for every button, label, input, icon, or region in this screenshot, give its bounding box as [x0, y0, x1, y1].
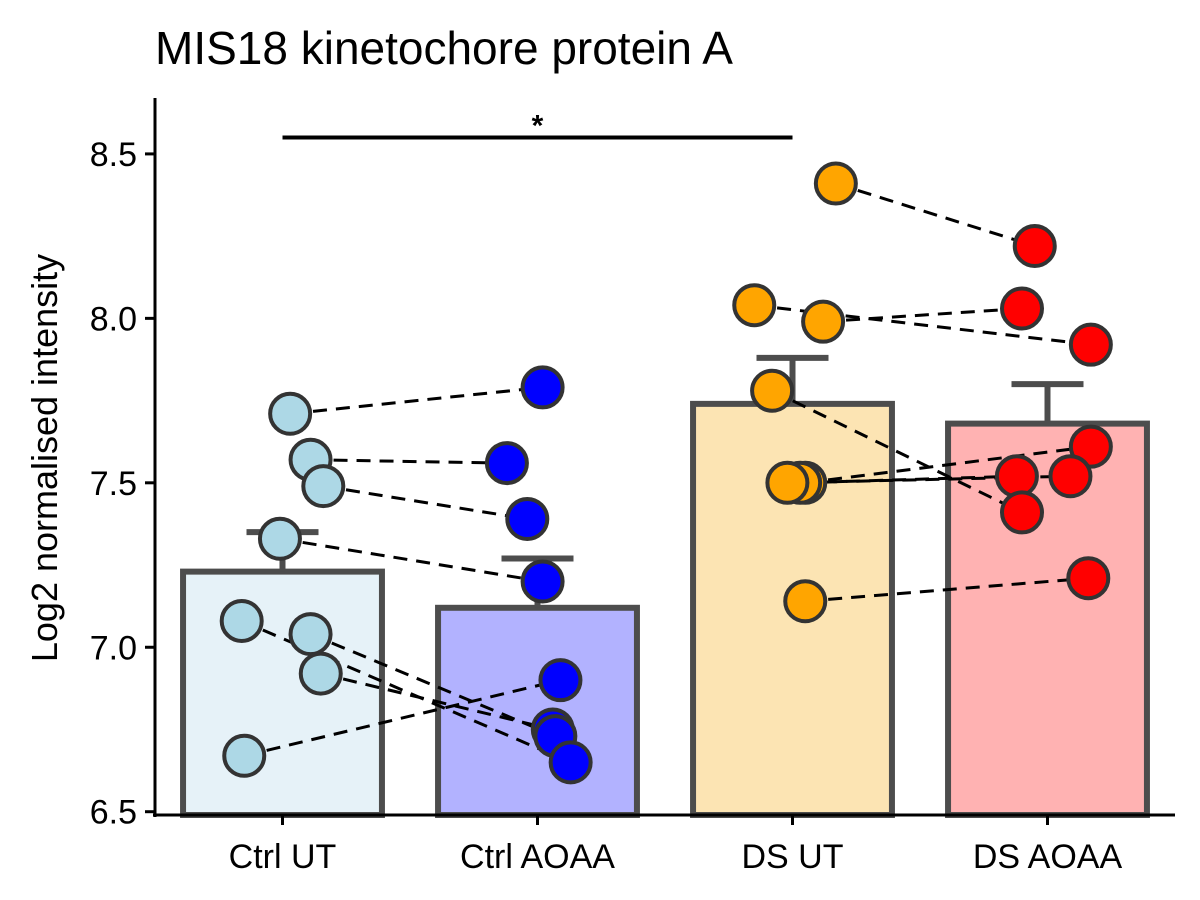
axes-layer: 6.5 7.0 7.5 8.0 8.5 Ctrl UT Ctrl AOAA DS UT DS A…	[90, 98, 1175, 876]
y-tick-label: 8.5	[90, 136, 137, 174]
y-tick-label: 6.5	[90, 794, 137, 832]
bar	[180, 568, 385, 818]
data-point	[750, 368, 795, 413]
data-point	[219, 598, 264, 643]
paired-line	[243, 678, 561, 758]
y-tick-label: 8.0	[90, 300, 137, 338]
data-point	[520, 365, 565, 410]
x-tick-label: Ctrl AOAA	[460, 838, 615, 876]
data-point	[538, 658, 583, 703]
y-axis-label: Log2 normalised intensity	[24, 254, 65, 662]
data-point	[222, 733, 267, 778]
data-point	[994, 454, 1039, 499]
data-point	[268, 391, 313, 436]
data-point	[257, 516, 302, 561]
data-point	[505, 496, 550, 541]
significance-label: *	[532, 109, 544, 142]
data-point	[288, 612, 333, 657]
points-layer	[219, 161, 1113, 785]
annotation-layer: *	[282, 109, 793, 142]
data-point	[1066, 556, 1111, 601]
data-point	[1048, 454, 1093, 499]
bar	[945, 420, 1150, 818]
data-point	[813, 161, 858, 206]
y-tick-label: 7.0	[90, 629, 137, 667]
data-point	[801, 299, 846, 344]
y-tick-label: 7.5	[90, 465, 137, 503]
data-point	[765, 460, 810, 505]
data-point	[1000, 286, 1044, 331]
data-point	[1012, 224, 1057, 269]
data-point	[520, 559, 565, 604]
paired-line	[771, 389, 1023, 514]
data-point	[1000, 490, 1044, 535]
data-point	[548, 740, 593, 785]
paired-line	[835, 182, 1036, 248]
x-tick-label: DS AOAA	[973, 838, 1123, 876]
data-point	[783, 579, 828, 624]
paired-line	[323, 484, 528, 521]
x-tick-label: Ctrl UT	[229, 838, 337, 876]
paired-line	[805, 576, 1089, 603]
data-point	[1068, 424, 1113, 469]
paired-line	[309, 632, 556, 738]
paired-line	[823, 306, 1023, 324]
data-point	[732, 283, 777, 328]
chart-title: MIS18 kinetochore protein A	[155, 22, 733, 74]
bar	[435, 604, 640, 818]
paired-line	[805, 445, 1092, 485]
data-point	[298, 651, 343, 696]
data-point	[484, 441, 529, 486]
paired-line	[320, 672, 554, 731]
paired-line	[310, 458, 507, 465]
data-point	[301, 464, 346, 509]
paired-line	[289, 385, 543, 416]
x-tick-label: DS UT	[742, 838, 844, 876]
data-point	[1068, 322, 1113, 367]
